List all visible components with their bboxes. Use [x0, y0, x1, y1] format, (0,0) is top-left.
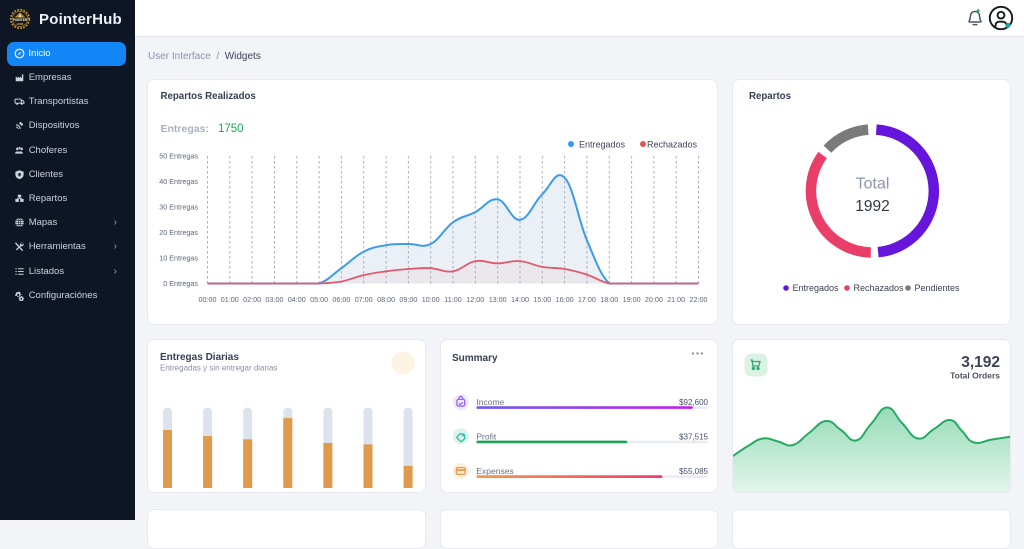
svg-text:19:00: 19:00 [623, 295, 641, 304]
svg-text:10 Entregas: 10 Entregas [159, 254, 198, 263]
svg-text:17:00: 17:00 [578, 295, 596, 304]
svg-text:$92,600: $92,600 [679, 398, 708, 407]
svg-text:1750: 1750 [218, 123, 244, 135]
svg-text:Profit: Profit [476, 431, 496, 441]
svg-text:04:00: 04:00 [288, 295, 306, 304]
svg-text:50 Entregas: 50 Entregas [159, 152, 198, 161]
svg-text:40 Entregas: 40 Entregas [159, 177, 198, 186]
svg-text:HUB: HUB [17, 22, 24, 26]
svg-text:Rechazados: Rechazados [854, 283, 905, 293]
svg-text:22:00: 22:00 [690, 295, 708, 304]
svg-text:Entregas Diarias: Entregas Diarias [160, 352, 239, 363]
svg-text:03:00: 03:00 [266, 295, 284, 304]
svg-text:Entregas:: Entregas: [161, 123, 209, 135]
svg-text:07:00: 07:00 [355, 295, 373, 304]
svg-text:21:00: 21:00 [667, 295, 685, 304]
svg-text:06:00: 06:00 [332, 295, 350, 304]
svg-text:Entregadas y sin entregar diar: Entregadas y sin entregar diarias [160, 364, 277, 373]
svg-text:05:00: 05:00 [310, 295, 328, 304]
svg-text:16:00: 16:00 [556, 295, 574, 304]
svg-text:02:00: 02:00 [243, 295, 261, 304]
svg-text:Repartos Realizados: Repartos Realizados [161, 91, 256, 102]
svg-text:20:00: 20:00 [645, 295, 663, 304]
svg-text:Expenses: Expenses [476, 466, 513, 476]
svg-text:POINTER: POINTER [13, 18, 28, 22]
svg-text:Pendientes: Pendientes [915, 283, 961, 293]
svg-text:Repartos: Repartos [749, 91, 791, 102]
svg-text:Rechazados: Rechazados [647, 140, 698, 150]
svg-text:Entregados: Entregados [579, 140, 626, 150]
svg-text:01:00: 01:00 [221, 295, 239, 304]
svg-text:14:00: 14:00 [511, 295, 529, 304]
svg-text:Entregados: Entregados [793, 283, 840, 293]
svg-text:15:00: 15:00 [533, 295, 551, 304]
svg-text:13:00: 13:00 [489, 295, 507, 304]
svg-text:20 Entregas: 20 Entregas [159, 228, 198, 237]
svg-text:Total: Total [856, 176, 890, 193]
svg-text:09:00: 09:00 [399, 295, 417, 304]
svg-text:1992: 1992 [855, 198, 889, 215]
svg-text:0 Entregas: 0 Entregas [163, 279, 198, 288]
svg-text:Income: Income [476, 397, 504, 407]
svg-text:08:00: 08:00 [377, 295, 395, 304]
svg-text:Summary: Summary [452, 353, 498, 364]
svg-text:$37,515: $37,515 [679, 432, 708, 441]
svg-text:18:00: 18:00 [600, 295, 618, 304]
svg-text:$55,085: $55,085 [679, 467, 708, 476]
svg-text:10:00: 10:00 [422, 295, 440, 304]
svg-text:12:00: 12:00 [466, 295, 484, 304]
svg-text:Total Orders: Total Orders [950, 371, 1000, 381]
svg-text:11:00: 11:00 [444, 295, 461, 304]
svg-text:00:00: 00:00 [199, 295, 217, 304]
svg-text:30 Entregas: 30 Entregas [159, 203, 198, 212]
svg-text:3,192: 3,192 [961, 354, 1000, 371]
